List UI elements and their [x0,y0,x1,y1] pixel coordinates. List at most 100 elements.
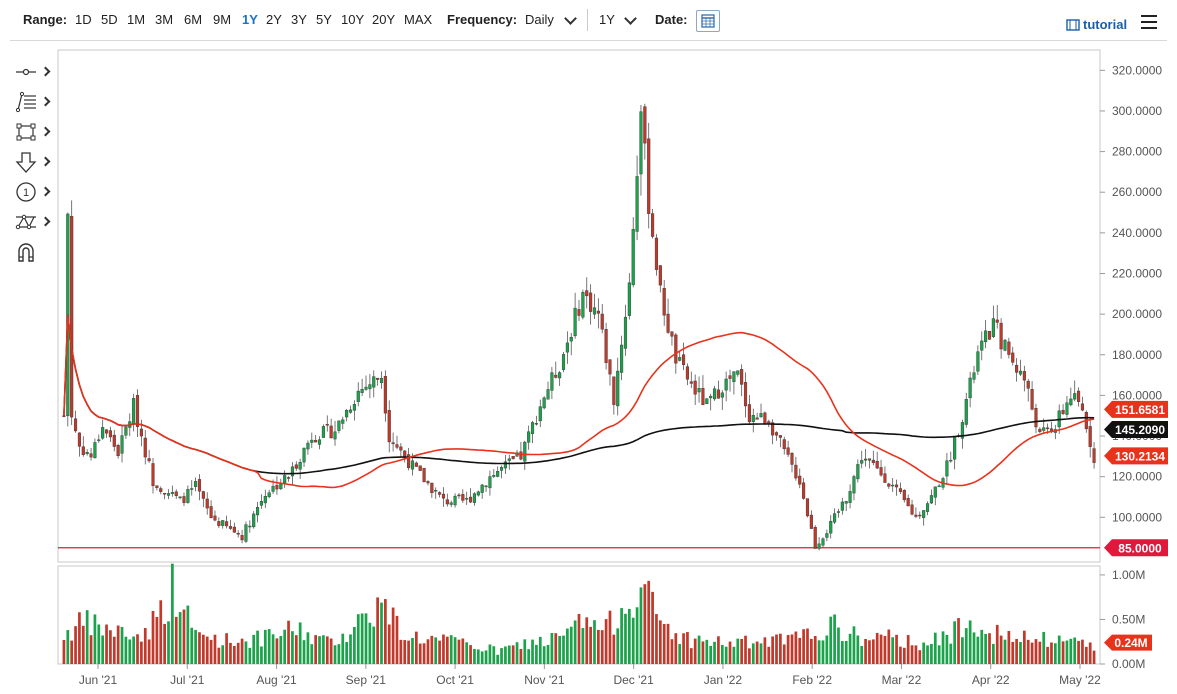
candle-body [689,381,693,384]
candle-body [1080,403,1085,411]
range-2y[interactable]: 2Y [266,12,282,27]
candle-body [949,459,953,462]
volume-bar [294,635,298,664]
magnet-tool-button[interactable] [14,240,54,264]
candle-body [170,492,174,494]
x-tick-label: Jun '21 [79,673,118,687]
volume-bar [790,634,794,664]
last-price-label-box [1104,447,1168,465]
volume-bar [492,646,496,664]
candle-body [778,435,782,438]
candle-body [616,370,620,407]
x-tick-label: Nov '21 [524,673,565,687]
volume-bar [972,632,976,664]
candle-body [693,380,697,395]
volume-tick-label: 1.00M [1112,568,1145,582]
range-9m[interactable]: 9M [213,12,232,27]
range-1d[interactable]: 1D [75,12,92,27]
range-1y[interactable]: 1Y [242,12,258,27]
volume-bar [116,625,120,664]
volume-bar [298,622,302,664]
range-6m[interactable]: 6M [184,12,203,27]
volume-bar [748,648,751,664]
tutorial-link[interactable]: tutorial [1083,17,1128,32]
candle-body [654,237,659,270]
volume-bar [445,636,449,664]
volume-bar [980,629,984,664]
volume-bar [1088,642,1092,664]
volume-bar [349,634,352,664]
volume-bar [325,636,329,664]
candle-body [337,420,341,431]
volume-bar [589,626,592,664]
candle-body [530,422,535,434]
volume-bar [658,620,662,664]
fibonacci-tool-button[interactable] [14,90,54,114]
ma50-value-label-box [1104,400,1168,418]
volume-bar [945,634,949,664]
range-20y[interactable]: 20Y [372,12,396,27]
candle-body [782,439,786,450]
line-tool-button[interactable] [14,60,54,84]
arrow-tool-button[interactable] [14,150,54,174]
calendar-icon[interactable] [696,10,720,32]
candle-body [844,501,848,504]
volume-bar [140,641,143,664]
volume-bar [899,646,902,664]
candle-body [809,514,813,529]
range-3y[interactable]: 3Y [291,12,307,27]
candle-body [263,496,267,504]
volume-bar [132,636,135,664]
volume-bar [70,640,74,664]
candle-body [511,456,515,459]
volume-bar [562,635,565,664]
range-3m[interactable]: 3M [155,12,174,27]
volume-bar [236,642,240,664]
candle-body [546,389,550,400]
marker-tool-button[interactable]: 1 [14,180,54,204]
rectangle-tool-button[interactable] [14,120,54,144]
candle-body [968,377,972,399]
candle-body [85,452,89,454]
volume-bar [798,637,802,664]
volume-bar [728,641,732,664]
candle-body [317,439,322,445]
volume-bar [97,624,101,664]
frequency-select[interactable]: Daily [525,12,554,27]
range-5d[interactable]: 5D [101,12,118,27]
candle-body [376,377,380,380]
hamburger-menu-icon[interactable] [1141,15,1157,29]
volume-bar [78,612,81,664]
candle-body [314,439,318,443]
volume-bar [484,650,488,664]
range-max[interactable]: MAX [404,12,433,27]
candle-body [252,513,256,528]
volume-bar [1065,640,1069,664]
volume-bar [689,648,693,664]
volume-bar [918,650,922,664]
range-1m[interactable]: 1M [127,12,146,27]
volume-bar [434,637,438,664]
candle-body [581,292,585,318]
range-5y[interactable]: 5Y [316,12,332,27]
film-icon[interactable] [1066,18,1080,31]
candle-body [561,354,566,370]
volume-bar [755,641,759,664]
candle-body [542,397,546,409]
candle-body [496,470,500,477]
period-select[interactable]: 1Y [599,12,615,27]
volume-bar [674,633,678,664]
range-10y[interactable]: 10Y [341,12,365,27]
pattern-tool-button[interactable] [14,210,54,234]
candle-body [910,504,914,515]
candle-body [883,473,887,483]
volume-bar [105,624,108,664]
x-tick-label: May '22 [1059,673,1101,687]
volume-bar [844,640,848,664]
price-tick-label: 260.0000 [1112,185,1162,199]
volume-bar [709,645,713,664]
volume-bar [922,642,926,664]
volume-bar [767,646,771,664]
volume-bar [480,651,484,664]
